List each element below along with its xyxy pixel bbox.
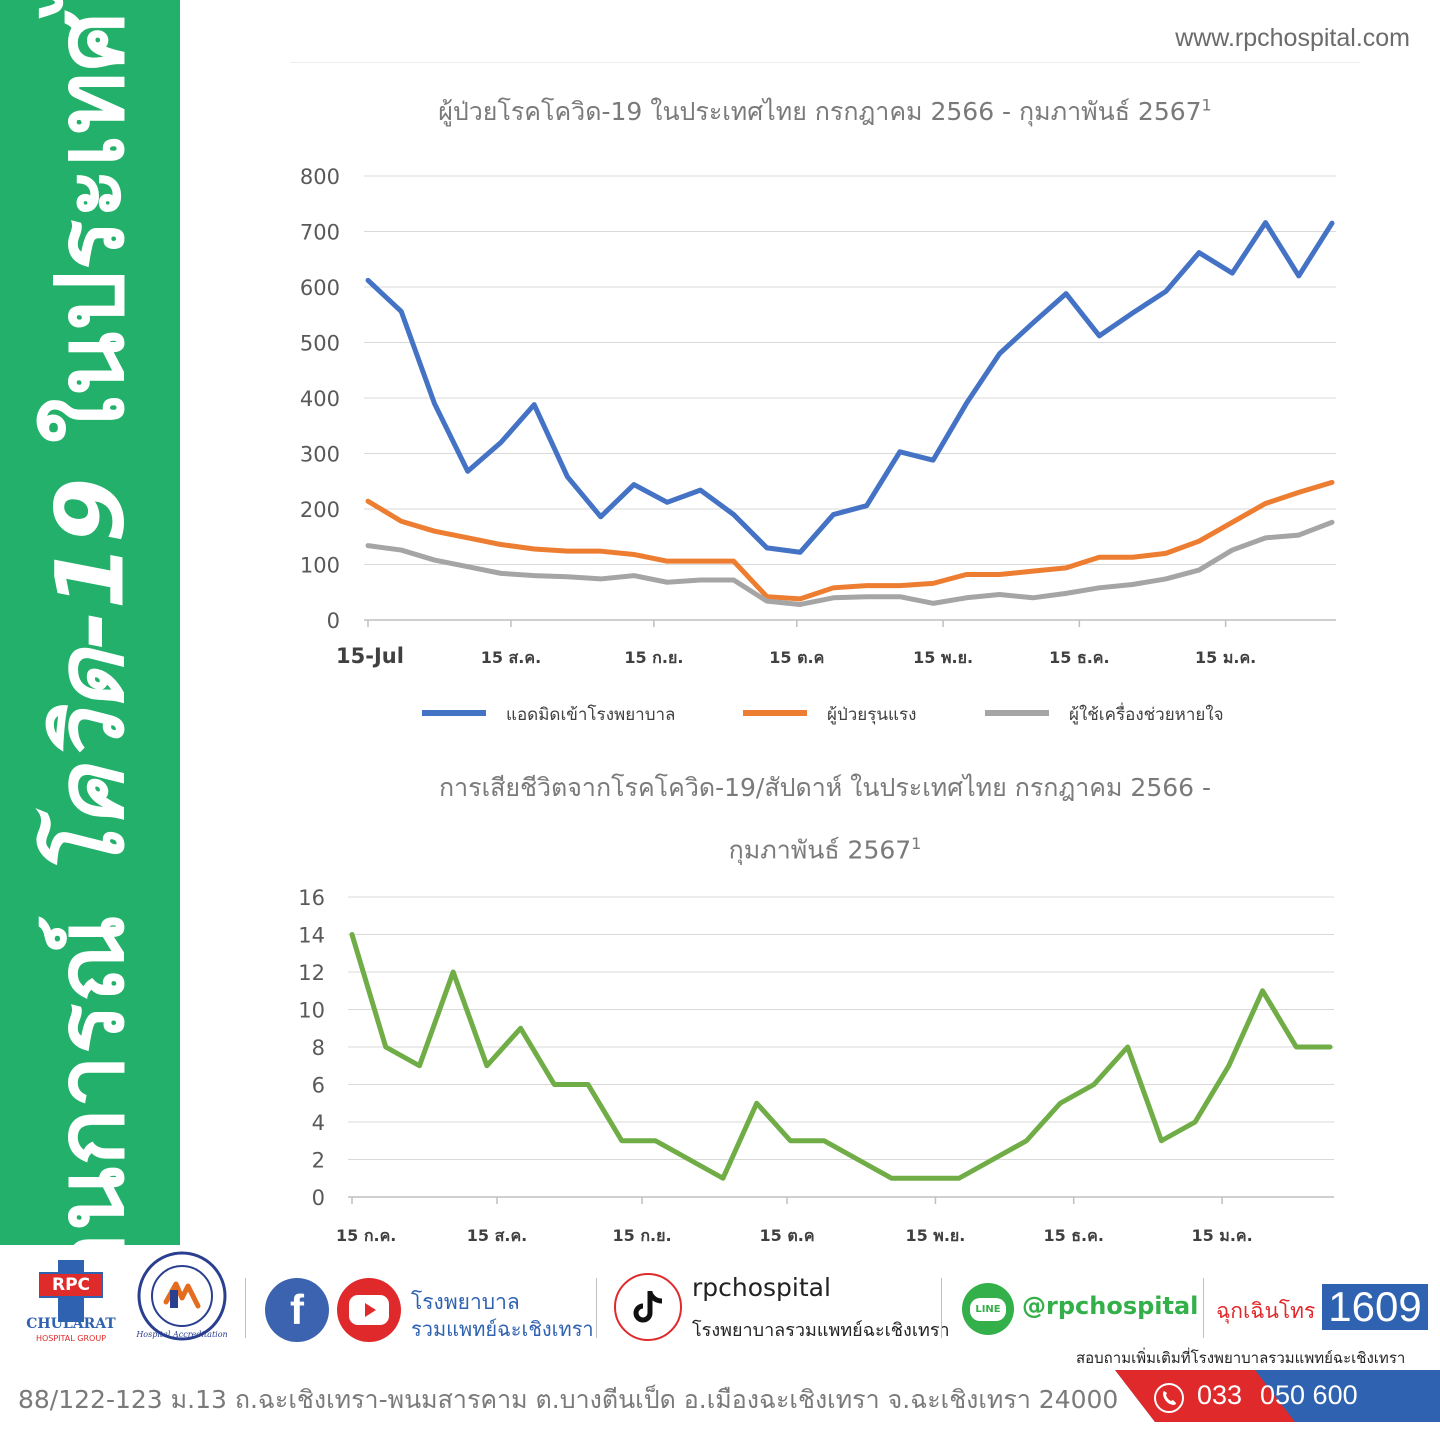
emergency-label: ฉุกเฉินโทร: [1216, 1299, 1316, 1323]
y-tick-label: 8: [312, 1036, 325, 1060]
x-tick-label: 15 ส.ค.: [467, 1226, 527, 1245]
footer-divider: [1203, 1278, 1204, 1338]
chart2-title-line2: กุมภาพันธ์ 2567: [728, 835, 912, 865]
tiktok-note-icon: [633, 1291, 663, 1323]
y-tick-label: 10: [298, 999, 325, 1023]
x-tick-label: 15 พ.ย.: [905, 1226, 965, 1245]
tiktok-subtitle: โรงพยาบาลรวมแพทย์ฉะเชิงเทรา: [692, 1320, 950, 1341]
legend-label: ผู้ใช้เครื่องช่วยหายใจ: [1069, 702, 1224, 725]
facebook-icon[interactable]: f: [265, 1278, 329, 1342]
hospital-name-line2: รวมแพทย์ฉะเชิงเทรา: [411, 1317, 594, 1341]
phone-icon: [1154, 1383, 1184, 1413]
chart1-title: ผู้ป่วยโรคโควิด-19 ในประเทศไทย กรกฎาคม 2…: [300, 92, 1350, 132]
covid-deaths-chart: 0 2 4 6 8 10 12 14 16 15 ก.ค. 15 ส.ค. 15 ก.ย. 15 ต.ค…: [298, 886, 1334, 1245]
y-tick-label: 100: [300, 554, 340, 578]
y-tick-label: 2: [312, 1149, 325, 1173]
accreditation-seal: Hospital Accreditation: [136, 1250, 228, 1342]
rpc-logo-group: CHULARAT: [26, 1316, 116, 1332]
accreditation-seal-icon: [137, 1251, 227, 1341]
phone-part2: 050 600: [1260, 1380, 1358, 1410]
x-tick-label: 15 ก.ค.: [336, 1226, 396, 1245]
hospital-name-line1: โรงพยาบาล: [411, 1290, 520, 1314]
tiktok-icon[interactable]: [614, 1273, 682, 1341]
footer-divider: [941, 1278, 942, 1338]
accreditation-text: Hospital Accreditation: [136, 1330, 228, 1339]
chart2-title-line1: การเสียชีวิตจากโรคโควิด-19/สัปดาห์ ในประ…: [438, 773, 1212, 802]
chart1-footnote: 1: [1201, 95, 1212, 115]
y-tick-label: 12: [298, 961, 325, 985]
series-line: [365, 519, 1335, 607]
y-tick-label: 16: [298, 886, 325, 910]
x-tick-label: 15-Jul: [336, 644, 404, 668]
side-banner: สถานการณ์ โควิด-19 ในประเทศไทย: [0, 0, 180, 1401]
x-tick-label: 15 ต.ค: [769, 648, 824, 667]
y-tick-label: 700: [300, 221, 340, 245]
rpc-logo[interactable]: RPC CHULARAT HOSPITAL GROUP: [25, 1258, 117, 1350]
inquiry-text: สอบถามเพิ่มเติมที่โรงพยาบาลรวมแพทย์ฉะเชิ…: [1076, 1349, 1406, 1367]
y-tick-label: 300: [300, 443, 340, 467]
covid-cases-chart: 0 100 200 300 400 500 600 700 800 15-Jul 15 ส.ค. 15…: [300, 165, 1336, 725]
chart1-title-text: ผู้ป่วยโรคโควิด-19 ในประเทศไทย กรกฎาคม 2…: [438, 97, 1202, 126]
chart2-footnote: 1: [911, 834, 922, 853]
youtube-play-icon: [349, 1295, 389, 1325]
x-tick-label: 15 ม.ค.: [1195, 648, 1256, 667]
y-tick-label: 14: [298, 924, 325, 948]
y-tick-label: 400: [300, 387, 340, 411]
y-tick-label: 200: [300, 498, 340, 522]
x-tick-label: 15 ส.ค.: [481, 648, 541, 667]
legend-label: ผู้ป่วยรุนแรง: [827, 705, 916, 725]
address: 88/122-123 ม.13 ถ.ฉะเชิงเทรา-พนมสารคาม ต…: [18, 1385, 1119, 1414]
x-tick-label: 15 ธ.ค.: [1049, 648, 1109, 667]
x-tick-label: 15 ม.ค.: [1191, 1226, 1252, 1245]
x-tick-label: 15 ก.ย.: [612, 1226, 671, 1245]
series-line: [365, 479, 1335, 602]
x-tick-label: 15 ธ.ค.: [1043, 1226, 1103, 1245]
x-tick-label: 15 ต.ค: [760, 1226, 815, 1245]
phone-part1: 033: [1197, 1380, 1243, 1410]
legend-label: แอดมิดเข้าโรงพยาบาล: [506, 704, 675, 725]
y-tick-label: 0: [312, 1186, 325, 1210]
y-tick-label: 6: [312, 1074, 325, 1098]
rpc-logo-group-sub: HOSPITAL GROUP: [35, 1334, 107, 1343]
rpc-logo-icon: [39, 1260, 103, 1322]
chart2-title: การเสียชีวิตจากโรคโควิด-19/สัปดาห์ ในประ…: [300, 760, 1350, 878]
emergency-number[interactable]: 1609: [1322, 1284, 1428, 1330]
series-line: [365, 220, 1335, 555]
line-icon[interactable]: LINE: [962, 1283, 1014, 1335]
rpc-logo-text: RPC: [51, 1275, 91, 1295]
y-tick-label: 500: [300, 332, 340, 356]
line-handle[interactable]: @rpchospital: [1022, 1292, 1199, 1320]
footer-divider: [596, 1278, 597, 1338]
y-tick-label: 600: [300, 276, 340, 300]
site-url[interactable]: www.rpchospital.com: [1175, 24, 1410, 52]
x-tick-label: 15 ก.ย.: [624, 648, 683, 667]
tiktok-handle[interactable]: rpchospital: [692, 1273, 831, 1302]
y-tick-label: 800: [300, 165, 340, 189]
divider: [290, 62, 1360, 63]
series-line: [349, 932, 1333, 1181]
y-tick-label: 0: [327, 609, 340, 633]
x-tick-label: 15 พ.ย.: [913, 648, 973, 667]
youtube-icon[interactable]: [337, 1278, 401, 1342]
line-bubble: LINE: [970, 1297, 1006, 1321]
phone-bar[interactable]: 033 050 600: [1115, 1370, 1440, 1422]
y-tick-label: 4: [312, 1111, 325, 1135]
footer-divider: [245, 1278, 246, 1338]
